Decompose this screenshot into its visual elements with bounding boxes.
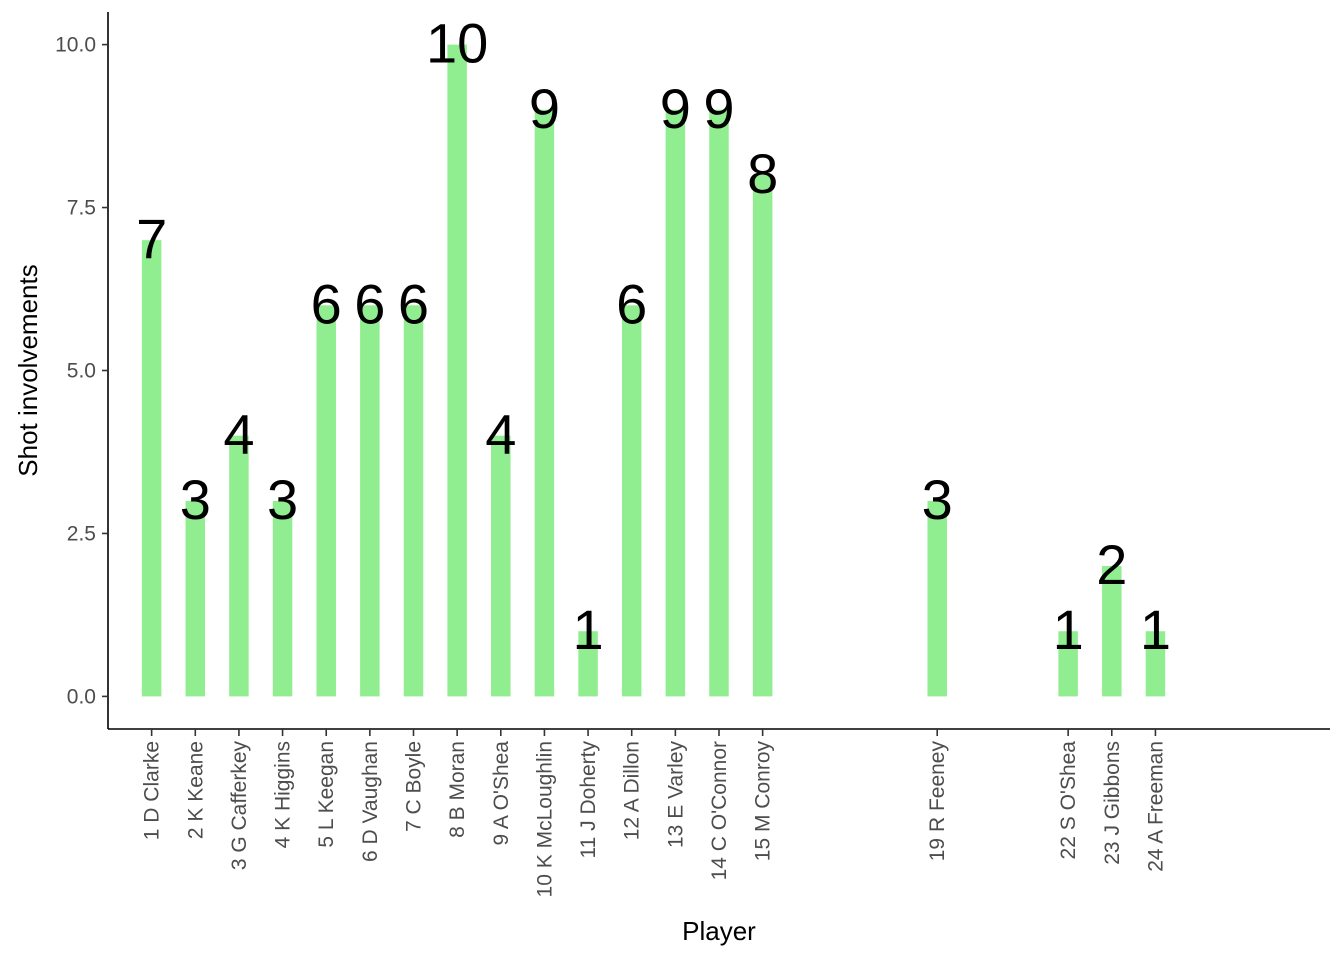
x-tick-label: 2 K Keane bbox=[184, 741, 207, 839]
data-label: 6 bbox=[616, 272, 647, 335]
data-label: 4 bbox=[485, 403, 516, 466]
bar bbox=[491, 435, 511, 697]
y-tick-label: 10.0 bbox=[55, 34, 96, 57]
x-tick-label: 15 M Conroy bbox=[752, 741, 775, 862]
bar bbox=[534, 109, 555, 697]
bar bbox=[316, 305, 336, 697]
y-axis-title: Shot involvements bbox=[13, 264, 43, 476]
data-label: 6 bbox=[398, 272, 429, 335]
y-tick-label: 7.5 bbox=[67, 197, 96, 220]
data-label: 1 bbox=[1140, 598, 1171, 661]
y-axis-ticks: 0.0 2.5 5.0 7.5 10.0 bbox=[55, 34, 108, 708]
data-label: 2 bbox=[1096, 533, 1127, 596]
bar bbox=[665, 109, 686, 697]
data-label: 8 bbox=[747, 142, 778, 205]
bar bbox=[1058, 631, 1078, 697]
bar bbox=[621, 305, 642, 697]
x-axis-ticks: 1 D Clarke 2 K Keane 3 G Cafferkey 4 K Higg… bbox=[141, 729, 1167, 897]
data-label: 3 bbox=[180, 468, 211, 531]
x-tick-label: 5 L Keegan bbox=[315, 741, 338, 848]
x-tick-label: 6 D Vaughan bbox=[359, 741, 382, 862]
x-axis-title: Player bbox=[682, 916, 756, 946]
data-label: 3 bbox=[922, 468, 953, 531]
bar bbox=[752, 174, 773, 697]
data-label: 7 bbox=[136, 207, 167, 270]
data-label: 6 bbox=[354, 272, 385, 335]
bar bbox=[360, 305, 380, 697]
bar bbox=[272, 500, 293, 697]
x-tick-label: 8 B Moran bbox=[446, 741, 469, 838]
data-label: 3 bbox=[267, 468, 298, 531]
x-tick-label: 23 J Gibbons bbox=[1101, 741, 1124, 865]
bar bbox=[403, 305, 424, 697]
x-tick-label: 3 G Cafferkey bbox=[228, 741, 251, 871]
bar bbox=[141, 240, 162, 697]
bar bbox=[927, 500, 947, 697]
x-tick-label: 11 J Doherty bbox=[577, 741, 600, 859]
data-label: 9 bbox=[529, 77, 560, 140]
data-label: 4 bbox=[223, 403, 254, 466]
data-label: 10 bbox=[426, 12, 488, 75]
data-label: 1 bbox=[572, 598, 603, 661]
bar bbox=[185, 500, 206, 697]
y-tick-label: 5.0 bbox=[67, 360, 96, 383]
x-tick-label: 22 S O'Shea bbox=[1057, 741, 1080, 860]
bar bbox=[578, 631, 598, 697]
x-tick-label: 4 K Higgins bbox=[272, 741, 295, 848]
data-label: 9 bbox=[703, 77, 734, 140]
data-label: 1 bbox=[1053, 598, 1084, 661]
bar bbox=[1145, 631, 1166, 697]
x-tick-label: 12 A Dillon bbox=[621, 741, 644, 840]
data-label: 9 bbox=[660, 77, 691, 140]
x-tick-label: 10 K McLoughlin bbox=[533, 741, 556, 897]
x-tick-label: 13 E Varley bbox=[664, 741, 687, 848]
x-tick-label: 1 D Clarke bbox=[141, 741, 164, 840]
y-tick-label: 0.0 bbox=[67, 685, 96, 708]
x-tick-label: 9 A O'Shea bbox=[490, 741, 513, 846]
x-tick-label: 14 C O'Connor bbox=[708, 741, 731, 880]
bar bbox=[1102, 566, 1122, 697]
bar bbox=[709, 109, 729, 697]
x-tick-label: 7 C Boyle bbox=[403, 741, 426, 832]
x-tick-label: 24 A Freeman bbox=[1144, 741, 1167, 872]
bar bbox=[447, 44, 467, 697]
data-label: 6 bbox=[311, 272, 342, 335]
x-tick-label: 19 R Feeney bbox=[926, 741, 949, 862]
bar bbox=[229, 435, 249, 697]
y-tick-label: 2.5 bbox=[67, 522, 96, 545]
